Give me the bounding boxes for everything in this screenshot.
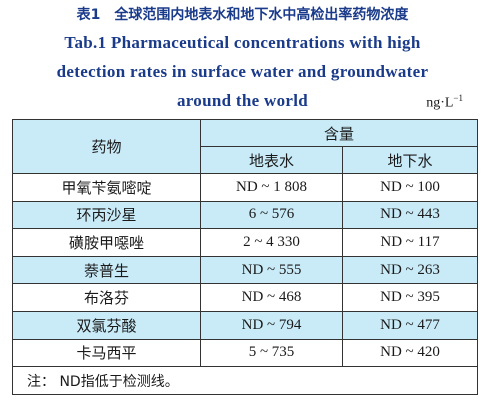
- table-caption-english-line-3: around the world: [176, 91, 309, 110]
- surface-water-range: 5 ~ 735: [200, 338, 343, 368]
- table-caption-chinese: 表1 全球范围内地表水和地下水中高检出率药物浓度: [76, 7, 409, 23]
- drug-name: 环丙沙星: [12, 200, 201, 230]
- groundwater-range: ND ~ 395: [341, 283, 479, 312]
- surface-water-range: ND ~ 1 808: [200, 173, 343, 202]
- groundwater-range: ND ~ 263: [341, 255, 479, 285]
- unit-exponent: −1: [453, 93, 463, 103]
- surface-water-range: ND ~ 468: [200, 283, 343, 312]
- surface-water-range: ND ~ 555: [200, 255, 343, 285]
- header-surface-water: 地表水: [200, 146, 343, 174]
- table-row: 双氯芬酸 ND ~ 794 ND ~ 477: [12, 310, 479, 340]
- concentration-table: 药物 含量 地表水 地下水 甲氧苄氨嘧啶 ND ~ 1 808 ND ~ 100…: [11, 119, 479, 396]
- surface-water-range: 2 ~ 4 330: [200, 228, 343, 257]
- table-row: 环丙沙星 6 ~ 576 ND ~ 443: [12, 200, 479, 230]
- drug-name: 布洛芬: [12, 283, 201, 312]
- groundwater-range: ND ~ 443: [341, 200, 479, 230]
- unit-label: ng·L−1: [426, 93, 463, 112]
- table-row: 萘普生 ND ~ 555 ND ~ 263: [12, 255, 479, 285]
- table-footnote: 注： ND指低于检测线。: [11, 366, 479, 396]
- table-caption-english-line-1: Tab.1 Pharmaceutical concentrations with…: [64, 33, 421, 52]
- groundwater-range: ND ~ 477: [341, 310, 479, 340]
- groundwater-range: ND ~ 100: [341, 173, 479, 202]
- table-row: 卡马西平 5 ~ 735 ND ~ 420: [12, 338, 479, 368]
- table-row: 磺胺甲噁唑 2 ~ 4 330 ND ~ 117: [12, 228, 479, 257]
- header-drug: 药物: [12, 119, 201, 174]
- table-caption-english-line-2: detection rates in surface water and gro…: [56, 62, 429, 81]
- table-row: 布洛芬 ND ~ 468 ND ~ 395: [12, 283, 479, 312]
- groundwater-range: ND ~ 117: [341, 228, 479, 257]
- drug-name: 双氯芬酸: [12, 310, 201, 340]
- surface-water-range: 6 ~ 576: [200, 200, 343, 230]
- drug-name: 甲氧苄氨嘧啶: [12, 173, 201, 202]
- unit-base: ng·L: [426, 95, 454, 111]
- header-content: 含量: [199, 119, 479, 147]
- drug-name: 磺胺甲噁唑: [12, 228, 201, 257]
- table-row: 甲氧苄氨嘧啶 ND ~ 1 808 ND ~ 100: [12, 173, 479, 202]
- drug-name: 卡马西平: [12, 338, 201, 368]
- surface-water-range: ND ~ 794: [200, 310, 343, 340]
- header-groundwater: 地下水: [341, 146, 479, 174]
- groundwater-range: ND ~ 420: [341, 338, 479, 368]
- drug-name: 萘普生: [12, 255, 201, 285]
